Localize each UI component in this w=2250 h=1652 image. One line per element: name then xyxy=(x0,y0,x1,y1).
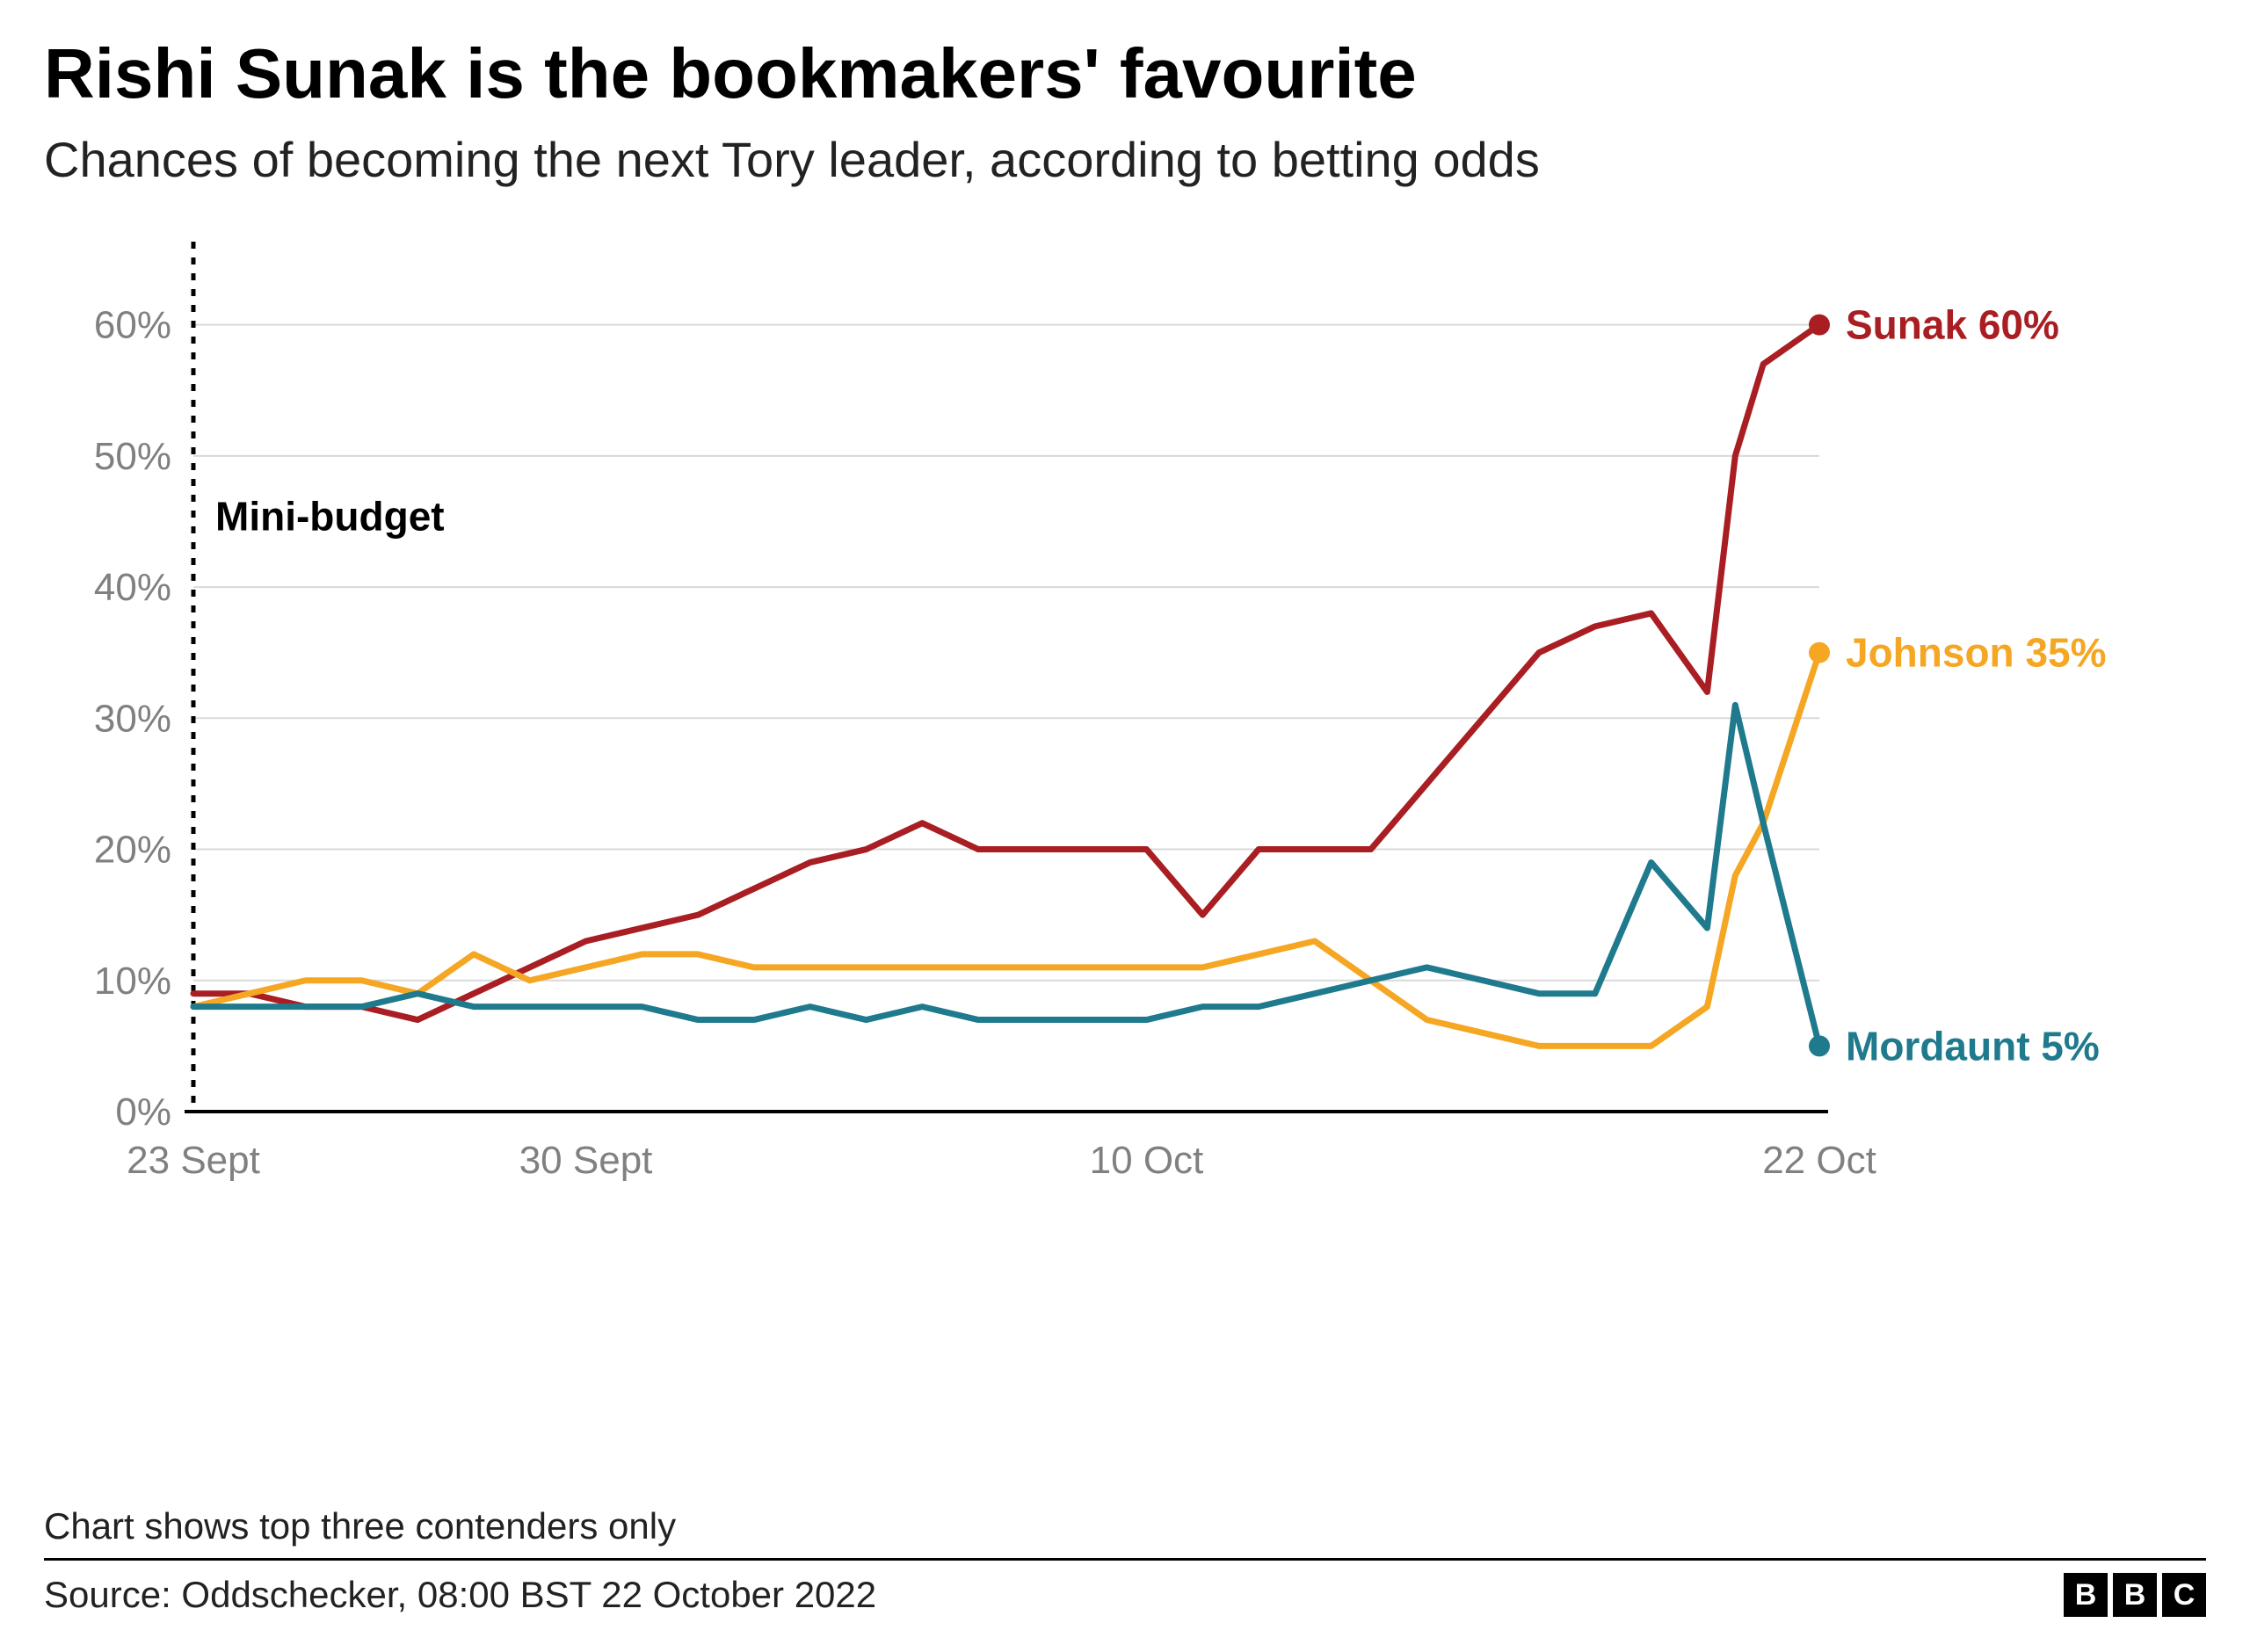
bbc-logo-block: C xyxy=(2162,1573,2206,1617)
bbc-logo: B B C xyxy=(2064,1573,2206,1617)
chart-container: Rishi Sunak is the bookmakers' favourite… xyxy=(44,35,2206,1617)
svg-text:Sunak 60%: Sunak 60% xyxy=(1846,302,2059,348)
svg-text:10%: 10% xyxy=(94,960,171,1003)
svg-text:Mordaunt 5%: Mordaunt 5% xyxy=(1846,1024,2100,1069)
svg-text:20%: 20% xyxy=(94,829,171,872)
chart-plot-area: 0% 10% 20% 30% 40% 50% 60% 23 Sept 30 Sept 10 Oct… xyxy=(44,224,2206,1488)
svg-text:30 Sept: 30 Sept xyxy=(519,1139,653,1182)
svg-text:22 Oct: 22 Oct xyxy=(1762,1139,1876,1182)
bbc-logo-block: B xyxy=(2064,1573,2108,1617)
chart-title: Rishi Sunak is the bookmakers' favourite xyxy=(44,35,2206,112)
chart-subtitle: Chances of becoming the next Tory leader… xyxy=(44,130,2206,189)
svg-text:Johnson 35%: Johnson 35% xyxy=(1846,630,2107,676)
chart-footnote: Chart shows top three contenders only xyxy=(44,1505,2206,1561)
svg-text:50%: 50% xyxy=(94,435,171,478)
svg-text:60%: 60% xyxy=(94,304,171,347)
svg-text:10 Oct: 10 Oct xyxy=(1090,1139,1204,1182)
svg-text:30%: 30% xyxy=(94,697,171,740)
svg-text:0%: 0% xyxy=(115,1090,171,1134)
footer-row: Source: Oddschecker, 08:00 BST 22 Octobe… xyxy=(44,1573,2206,1617)
chart-source: Source: Oddschecker, 08:00 BST 22 Octobe… xyxy=(44,1574,876,1616)
svg-text:40%: 40% xyxy=(94,566,171,609)
line-chart-svg: 0% 10% 20% 30% 40% 50% 60% 23 Sept 30 Sept 10 Oct… xyxy=(44,224,2197,1235)
svg-text:Mini-budget: Mini-budget xyxy=(215,494,445,540)
svg-text:23 Sept: 23 Sept xyxy=(127,1139,260,1182)
bbc-logo-block: B xyxy=(2113,1573,2157,1617)
